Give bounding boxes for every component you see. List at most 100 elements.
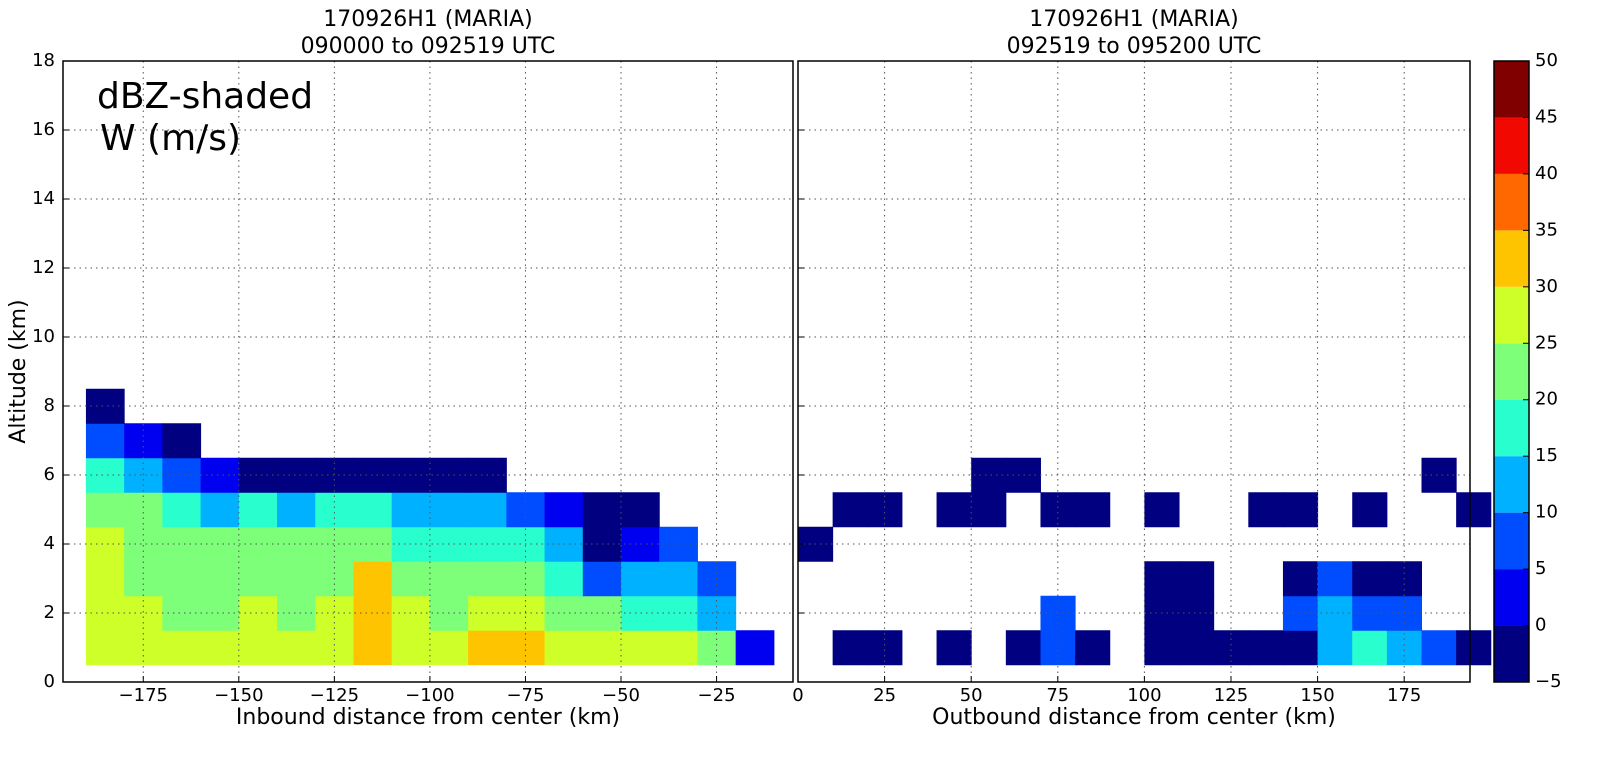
- cell: [277, 561, 316, 597]
- x-tick-label: 150: [1300, 685, 1334, 706]
- cell: [1075, 630, 1111, 666]
- y-tick-label: 18: [32, 50, 55, 71]
- x-tick-label: −125: [310, 685, 359, 706]
- colorbar-tick-label: 40: [1535, 163, 1558, 184]
- cell: [85, 630, 125, 666]
- colorbar-tick-label: 25: [1535, 332, 1558, 353]
- cell: [1456, 492, 1492, 528]
- cell: [936, 630, 972, 666]
- cell: [391, 561, 431, 597]
- cell: [621, 492, 660, 528]
- colorbar-frame: [1493, 60, 1530, 683]
- cell: [1317, 561, 1353, 597]
- y-tick-label: 4: [44, 533, 55, 554]
- x-tick-label: 175: [1387, 685, 1421, 706]
- cell: [1456, 630, 1492, 666]
- x-tick-label: −175: [119, 685, 168, 706]
- cell: [1421, 630, 1457, 666]
- cell: [971, 492, 1007, 528]
- x-tick-label: −50: [602, 685, 640, 706]
- cell: [391, 457, 431, 493]
- cell: [1040, 492, 1076, 528]
- cell: [582, 561, 622, 597]
- plot-frame: [797, 60, 1471, 683]
- colorbar-segment: [1494, 117, 1529, 174]
- y-tick-label: 8: [44, 395, 55, 416]
- cell: [582, 630, 622, 666]
- colorbar-tick-label: 50: [1535, 50, 1558, 71]
- cell: [238, 492, 278, 528]
- cell: [867, 630, 903, 666]
- cell: [468, 630, 507, 666]
- cell: [353, 526, 393, 562]
- cell: [124, 492, 163, 528]
- cell: [867, 492, 903, 528]
- cell: [468, 492, 507, 528]
- cell: [1075, 492, 1111, 528]
- colorbar-tick-label: 35: [1535, 219, 1558, 240]
- cell: [936, 492, 972, 528]
- colorbar-segment: [1494, 456, 1529, 513]
- colorbar-tick-label: −5: [1535, 671, 1562, 692]
- cell: [1386, 630, 1423, 666]
- cell: [200, 492, 240, 528]
- colorbar-tick-label: 20: [1535, 389, 1558, 410]
- cell: [1144, 561, 1180, 597]
- cell: [124, 526, 163, 562]
- cell: [315, 492, 354, 528]
- cell: [1213, 630, 1249, 666]
- cell: [697, 630, 737, 666]
- cell: [391, 630, 431, 666]
- y-axis-label: Altitude (km): [6, 299, 31, 443]
- cell: [1179, 595, 1215, 631]
- cell: [200, 630, 240, 666]
- chart-title: 092519 to 095200 UTC: [1007, 34, 1262, 59]
- cell: [277, 526, 316, 562]
- cell: [621, 630, 660, 666]
- x-tick-label: 0: [792, 685, 803, 706]
- cell: [1317, 630, 1353, 666]
- cell: [429, 561, 469, 597]
- colorbar-segment: [1494, 286, 1529, 344]
- cell: [1248, 630, 1284, 666]
- cell: [1144, 492, 1180, 528]
- cell: [735, 630, 775, 666]
- x-tick-label: 100: [1127, 685, 1161, 706]
- cell: [1352, 492, 1388, 528]
- y-tick-label: 12: [32, 257, 55, 278]
- y-tick-label: 10: [32, 326, 55, 347]
- cell: [832, 492, 868, 528]
- cell: [429, 630, 469, 666]
- annotation: W (m/s): [100, 118, 241, 159]
- x-tick-label: −100: [405, 685, 454, 706]
- cell: [85, 561, 125, 597]
- cell: [1282, 492, 1319, 528]
- cell: [1421, 457, 1457, 493]
- cell: [391, 526, 431, 562]
- cell: [659, 561, 698, 597]
- cell: [162, 423, 202, 459]
- y-tick-label: 0: [44, 671, 55, 692]
- cell: [1352, 630, 1388, 666]
- cell: [277, 630, 316, 666]
- cell: [1005, 630, 1041, 666]
- cell: [506, 630, 546, 666]
- plot-frame: [62, 60, 794, 683]
- colorbar-segment: [1494, 61, 1529, 118]
- y-tick-label: 2: [44, 602, 55, 623]
- cell: [1282, 561, 1319, 597]
- cell: [1317, 595, 1353, 631]
- cell: [353, 561, 393, 597]
- colorbar-tick-label: 15: [1535, 445, 1558, 466]
- cell: [85, 492, 125, 528]
- cell: [621, 526, 660, 562]
- chart-title: 090000 to 092519 UTC: [301, 34, 556, 59]
- colorbar-segment: [1494, 569, 1529, 626]
- cell: [544, 561, 584, 597]
- cell: [1248, 492, 1284, 528]
- cell: [1179, 630, 1215, 666]
- cell: [162, 630, 202, 666]
- cell: [277, 595, 316, 631]
- cell: [162, 561, 202, 597]
